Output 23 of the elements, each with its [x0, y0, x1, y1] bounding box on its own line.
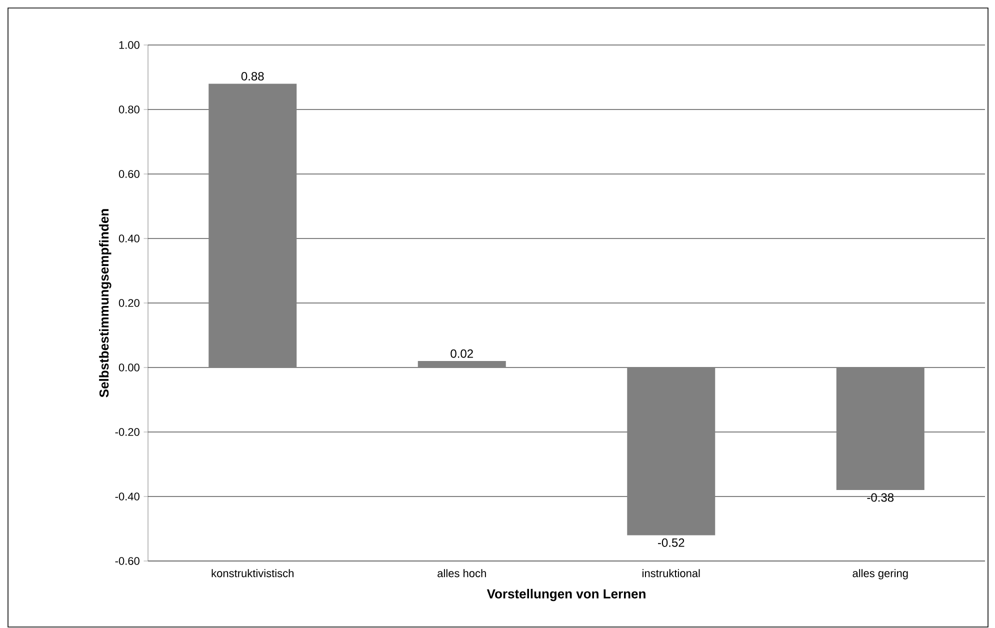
y-tick-label: -0.20 [115, 428, 140, 436]
y-tick-label: 0.60 [118, 170, 140, 178]
y-axis-title: Selbstbestimmungsempfinden [99, 209, 112, 398]
bar [627, 367, 716, 536]
y-tick-label: -0.40 [115, 492, 140, 500]
bar [208, 84, 297, 368]
x-tick-label: alles gering [852, 569, 908, 580]
y-tick-label: 0.20 [118, 299, 140, 307]
y-tick-label: 0.00 [118, 364, 140, 372]
data-label: -0.52 [658, 538, 684, 547]
y-tick-label: 0.40 [118, 234, 140, 242]
bar [418, 361, 506, 368]
x-tick-label: instruktional [642, 569, 700, 578]
x-axis-title: Vorstellungen von Lernen [486, 588, 646, 602]
data-label: 0.02 [450, 349, 473, 358]
x-tick-label: konstruktivistisch [212, 569, 294, 578]
y-tick-label: -0.60 [115, 557, 140, 565]
y-tick-label: 1.00 [119, 41, 140, 49]
x-tick-label: alles hoch [438, 569, 486, 578]
data-label: -0.38 [867, 493, 894, 502]
bar [836, 367, 924, 490]
y-tick-label: 0.80 [118, 106, 140, 114]
data-label: 0.88 [241, 72, 264, 81]
